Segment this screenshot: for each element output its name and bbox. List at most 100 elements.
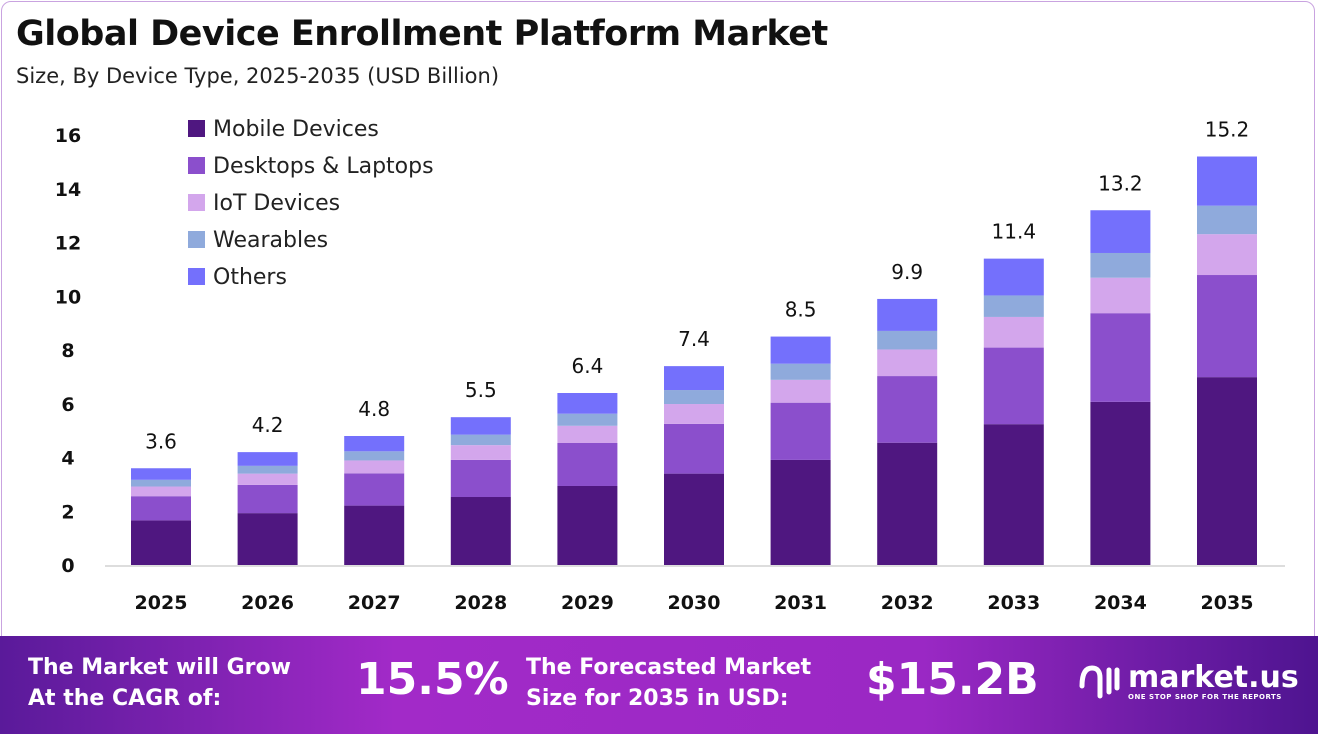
- bar-segment: [450, 417, 511, 435]
- bar-segment: [1197, 377, 1257, 565]
- bar-segment: [557, 485, 618, 565]
- total-label: 13.2: [1098, 171, 1143, 195]
- bar-segment: [131, 486, 191, 497]
- x-tick-label: 2032: [881, 592, 934, 614]
- y-tick-label: 0: [61, 555, 74, 577]
- forecast-label-line2: Size for 2035 in USD:: [526, 686, 789, 711]
- y-tick-label: 2: [61, 501, 74, 523]
- bar-segment: [557, 425, 618, 443]
- total-label: 8.5: [785, 298, 817, 322]
- bar-segment: [131, 520, 191, 565]
- bar-segment: [770, 379, 831, 403]
- bar-segment: [450, 434, 511, 446]
- bar-segment: [983, 258, 1044, 296]
- footer-banner: The Market will Grow At the CAGR of: 15.5…: [0, 636, 1318, 734]
- bar-segment: [664, 390, 724, 405]
- legend-swatch: [188, 231, 205, 248]
- bar-segment: [1090, 313, 1151, 402]
- total-label: 6.4: [571, 354, 603, 378]
- bar-segment: [664, 473, 724, 565]
- legend-label: IoT Devices: [213, 191, 340, 216]
- total-label: 4.8: [358, 397, 390, 421]
- bar-segment: [344, 451, 405, 461]
- bar-segment: [1197, 156, 1257, 206]
- legend-label: Desktops & Laptops: [213, 154, 434, 179]
- y-tick-label: 10: [55, 286, 81, 308]
- legend-label: Others: [213, 265, 287, 290]
- legend-label: Mobile Devices: [213, 117, 379, 142]
- bar-segment: [877, 376, 938, 443]
- total-label: 7.4: [678, 327, 710, 351]
- bar-segment: [1090, 277, 1151, 314]
- bar-segment: [237, 473, 298, 485]
- bar-segment: [450, 497, 511, 565]
- total-label: 5.5: [465, 378, 497, 402]
- bar-segment: [557, 393, 618, 414]
- bar-segment: [344, 505, 405, 565]
- x-tick-label: 2034: [1094, 592, 1147, 614]
- y-tick-label: 6: [61, 394, 74, 416]
- bar-segment: [450, 459, 511, 498]
- legend-swatch: [188, 268, 205, 285]
- logo-icon: [1079, 665, 1120, 699]
- x-tick-label: 2029: [561, 592, 614, 614]
- legend-swatch: [188, 120, 205, 137]
- bar-segment: [983, 347, 1044, 425]
- logo-name: market.us: [1128, 660, 1299, 695]
- y-tick-label: 4: [61, 448, 74, 470]
- bar-segment: [1090, 252, 1151, 278]
- cagr-label-line2: At the CAGR of:: [28, 686, 222, 711]
- bar-segment: [1197, 205, 1257, 235]
- bar-segment: [237, 452, 298, 466]
- total-label: 9.9: [891, 260, 923, 284]
- chart-subtitle: Size, By Device Type, 2025-2035 (USD Bil…: [16, 64, 500, 88]
- bar-segment: [1090, 401, 1151, 565]
- bar-segment: [1090, 210, 1151, 253]
- forecast-value: $15.2B: [866, 654, 1039, 705]
- forecast-label-line1: The Forecasted Market: [526, 655, 812, 680]
- total-label: 3.6: [145, 429, 177, 453]
- total-label: 11.4: [992, 220, 1037, 244]
- market-us-logo: market.us ONE STOP SHOP FOR THE REPORTS: [1078, 662, 1299, 702]
- bar-segment: [557, 413, 618, 426]
- bar-segment: [770, 363, 831, 380]
- cagr-value: 15.5%: [356, 654, 509, 705]
- bar-segment: [877, 298, 938, 331]
- bar-segment: [1197, 275, 1257, 378]
- x-tick-label: 2030: [668, 592, 721, 614]
- x-tick-label: 2027: [348, 592, 401, 614]
- legend-label: Wearables: [213, 228, 328, 253]
- stacked-bar-chart: 0 2 4 6 8 10 12 14 16 3.6 2025 4.2 2026 4.8 2027 5.5 202…: [55, 117, 1285, 614]
- x-tick-label: 2028: [454, 592, 507, 614]
- bar-segment: [983, 316, 1044, 348]
- x-tick-label: 2035: [1201, 592, 1254, 614]
- bar-segment: [877, 349, 938, 377]
- total-label: 4.2: [252, 413, 284, 437]
- bar-segment: [344, 436, 405, 452]
- y-tick-label: 12: [55, 233, 81, 255]
- bar-segment: [557, 442, 618, 486]
- chart-title: Global Device Enrollment Platform Market: [16, 14, 828, 54]
- total-label: 15.2: [1205, 118, 1250, 142]
- bar-segment: [344, 460, 405, 474]
- legend-swatch: [188, 157, 205, 174]
- bar-segment: [664, 404, 724, 424]
- logo-tagline: ONE STOP SHOP FOR THE REPORTS: [1128, 693, 1282, 701]
- bar-segment: [237, 465, 298, 474]
- bar-segment: [983, 295, 1044, 317]
- bar-segment: [983, 424, 1044, 565]
- bar-segment: [450, 445, 511, 460]
- x-tick-label: 2031: [774, 592, 827, 614]
- x-tick-label: 2025: [135, 592, 188, 614]
- y-tick-label: 8: [61, 340, 74, 362]
- x-tick-label: 2026: [241, 592, 294, 614]
- y-tick-label: 14: [55, 179, 81, 201]
- bar-segment: [131, 468, 191, 480]
- bar-segment: [237, 484, 298, 514]
- bar-segment: [770, 459, 831, 565]
- bar-segment: [877, 330, 938, 350]
- bar-segment: [770, 336, 831, 364]
- cagr-label-line1: The Market will Grow: [28, 655, 291, 680]
- cagr-label: The Market will Grow At the CAGR of:: [28, 652, 291, 714]
- bar-segment: [237, 513, 298, 565]
